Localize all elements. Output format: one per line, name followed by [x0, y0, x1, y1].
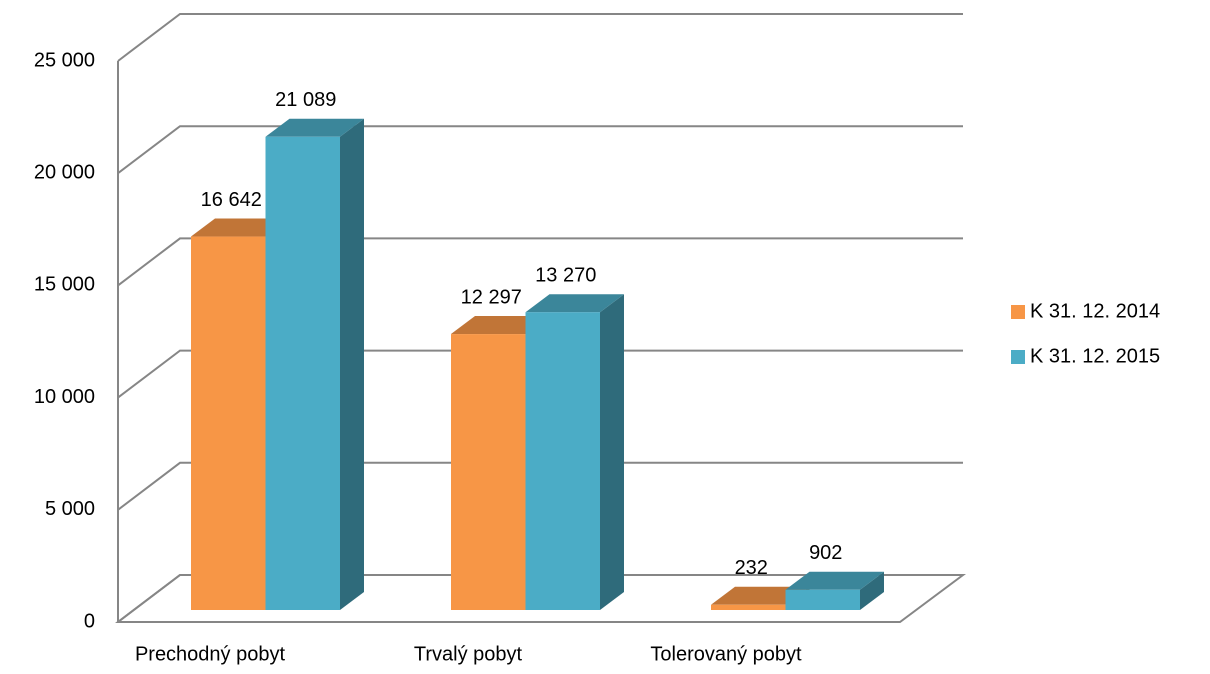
legend-swatch — [1011, 305, 1025, 319]
bar — [191, 236, 266, 610]
bar-side — [600, 294, 624, 610]
grid-line — [117, 13, 963, 62]
bar-top — [711, 586, 810, 605]
grid-line — [117, 237, 963, 287]
bar-top — [785, 571, 884, 590]
grid-line — [117, 125, 963, 174]
grid-line — [117, 349, 963, 399]
y-tick-label: 0 — [84, 610, 95, 632]
y-tick-label: 10 000 — [34, 386, 95, 408]
x-tick-label: Tolerovaný pobyt — [650, 643, 802, 665]
legend-label: K 31. 12. 2014 — [1030, 300, 1160, 322]
bar-top — [525, 294, 624, 313]
bar-top — [451, 316, 550, 335]
bar-side — [340, 118, 364, 610]
x-tick-label: Prechodný pobyt — [135, 643, 286, 665]
legend-swatch — [1011, 350, 1025, 364]
grid-line — [117, 461, 963, 511]
bar — [265, 136, 340, 611]
bar-side — [860, 571, 884, 610]
bar — [525, 312, 600, 610]
y-tick-label: 15 000 — [34, 274, 95, 296]
legend-label: K 31. 12. 2015 — [1030, 345, 1160, 367]
bar — [785, 589, 860, 610]
value-label: 13 270 — [535, 265, 596, 287]
bar — [711, 604, 786, 610]
y-tick-label: 25 000 — [34, 49, 95, 71]
x-tick-label: Trvalý pobyt — [414, 643, 523, 665]
value-label: 232 — [735, 557, 768, 579]
value-label: 21 089 — [275, 89, 336, 111]
value-label: 902 — [809, 542, 842, 564]
bar-top — [265, 118, 364, 137]
y-tick-label: 5 000 — [45, 498, 95, 520]
bar-top — [191, 218, 290, 237]
y-tick-label: 20 000 — [34, 161, 95, 183]
bar — [451, 334, 526, 610]
grid-line — [117, 574, 963, 623]
value-label: 12 297 — [461, 286, 522, 308]
value-label: 16 642 — [201, 189, 262, 211]
